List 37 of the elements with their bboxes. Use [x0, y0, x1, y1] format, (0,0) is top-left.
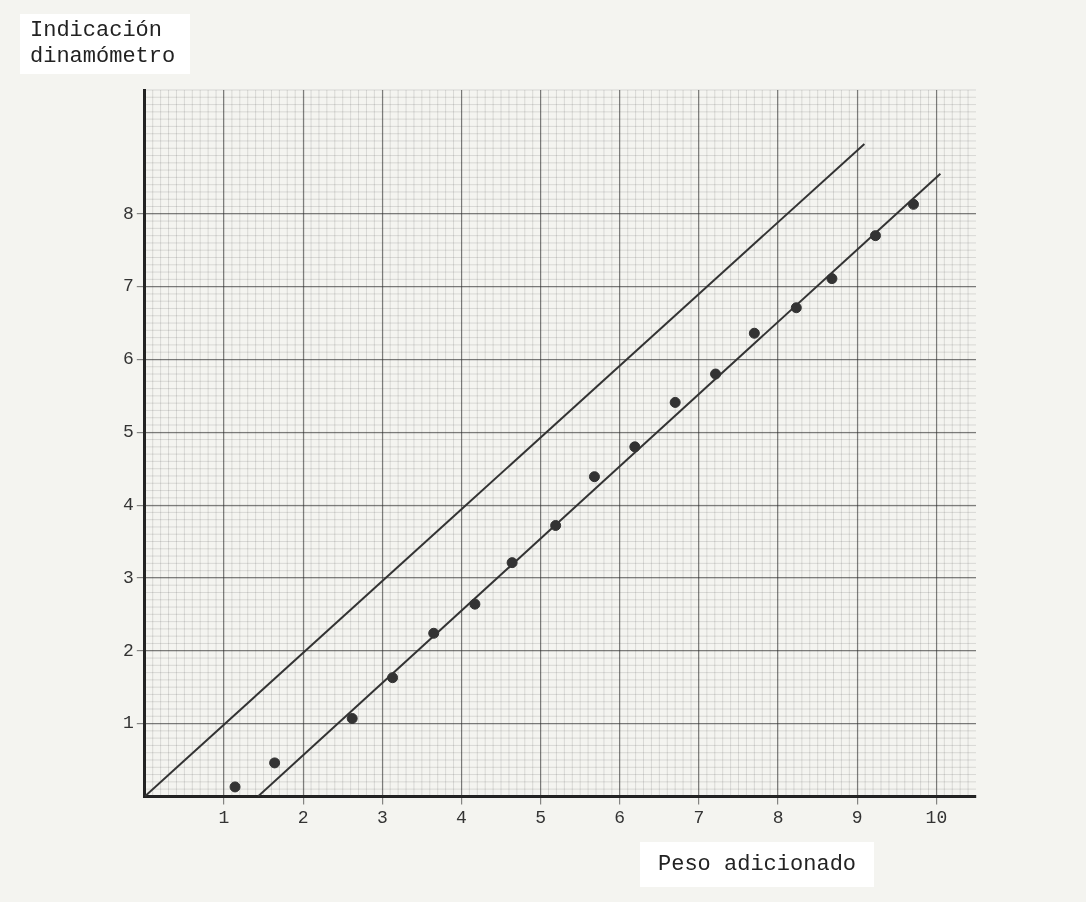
x-tick-label: 6: [614, 807, 626, 828]
x-tick-label: 5: [535, 807, 547, 828]
point: [629, 441, 641, 453]
x-tick-label: 8: [772, 807, 784, 828]
point: [387, 672, 399, 684]
x-axis-title: Peso adicionado: [640, 842, 875, 887]
y-tick-label: 6: [122, 349, 134, 370]
point: [346, 712, 358, 724]
point: [826, 273, 838, 285]
point: [229, 781, 241, 793]
point: [869, 230, 881, 242]
point: [710, 368, 722, 380]
y-tick-label: 3: [122, 567, 134, 588]
x-tick-label: 4: [456, 807, 467, 828]
x-tick-label: 1: [218, 807, 230, 828]
y-tick-label: 2: [122, 640, 134, 661]
y-axis-title: Indicación dinamómetro: [20, 14, 190, 74]
point: [428, 627, 440, 639]
y-tick-label: 1: [122, 713, 134, 734]
x-tick-label: 10: [925, 807, 948, 828]
y-tick-label: 7: [122, 276, 134, 297]
y-tick-label: 5: [122, 422, 134, 443]
point: [469, 598, 481, 610]
point: [790, 302, 802, 314]
point: [907, 198, 919, 210]
point: [748, 327, 760, 339]
y-tick-label: 8: [122, 203, 134, 224]
point: [588, 471, 600, 483]
x-tick-label: 7: [693, 807, 705, 828]
point: [506, 557, 518, 569]
point: [269, 757, 281, 769]
x-tick-label: 3: [376, 807, 388, 828]
x-tick-label: 9: [851, 807, 863, 828]
point: [550, 519, 562, 531]
x-tick-label: 2: [297, 807, 309, 828]
y-tick-label: 4: [122, 494, 134, 515]
point: [669, 396, 681, 408]
